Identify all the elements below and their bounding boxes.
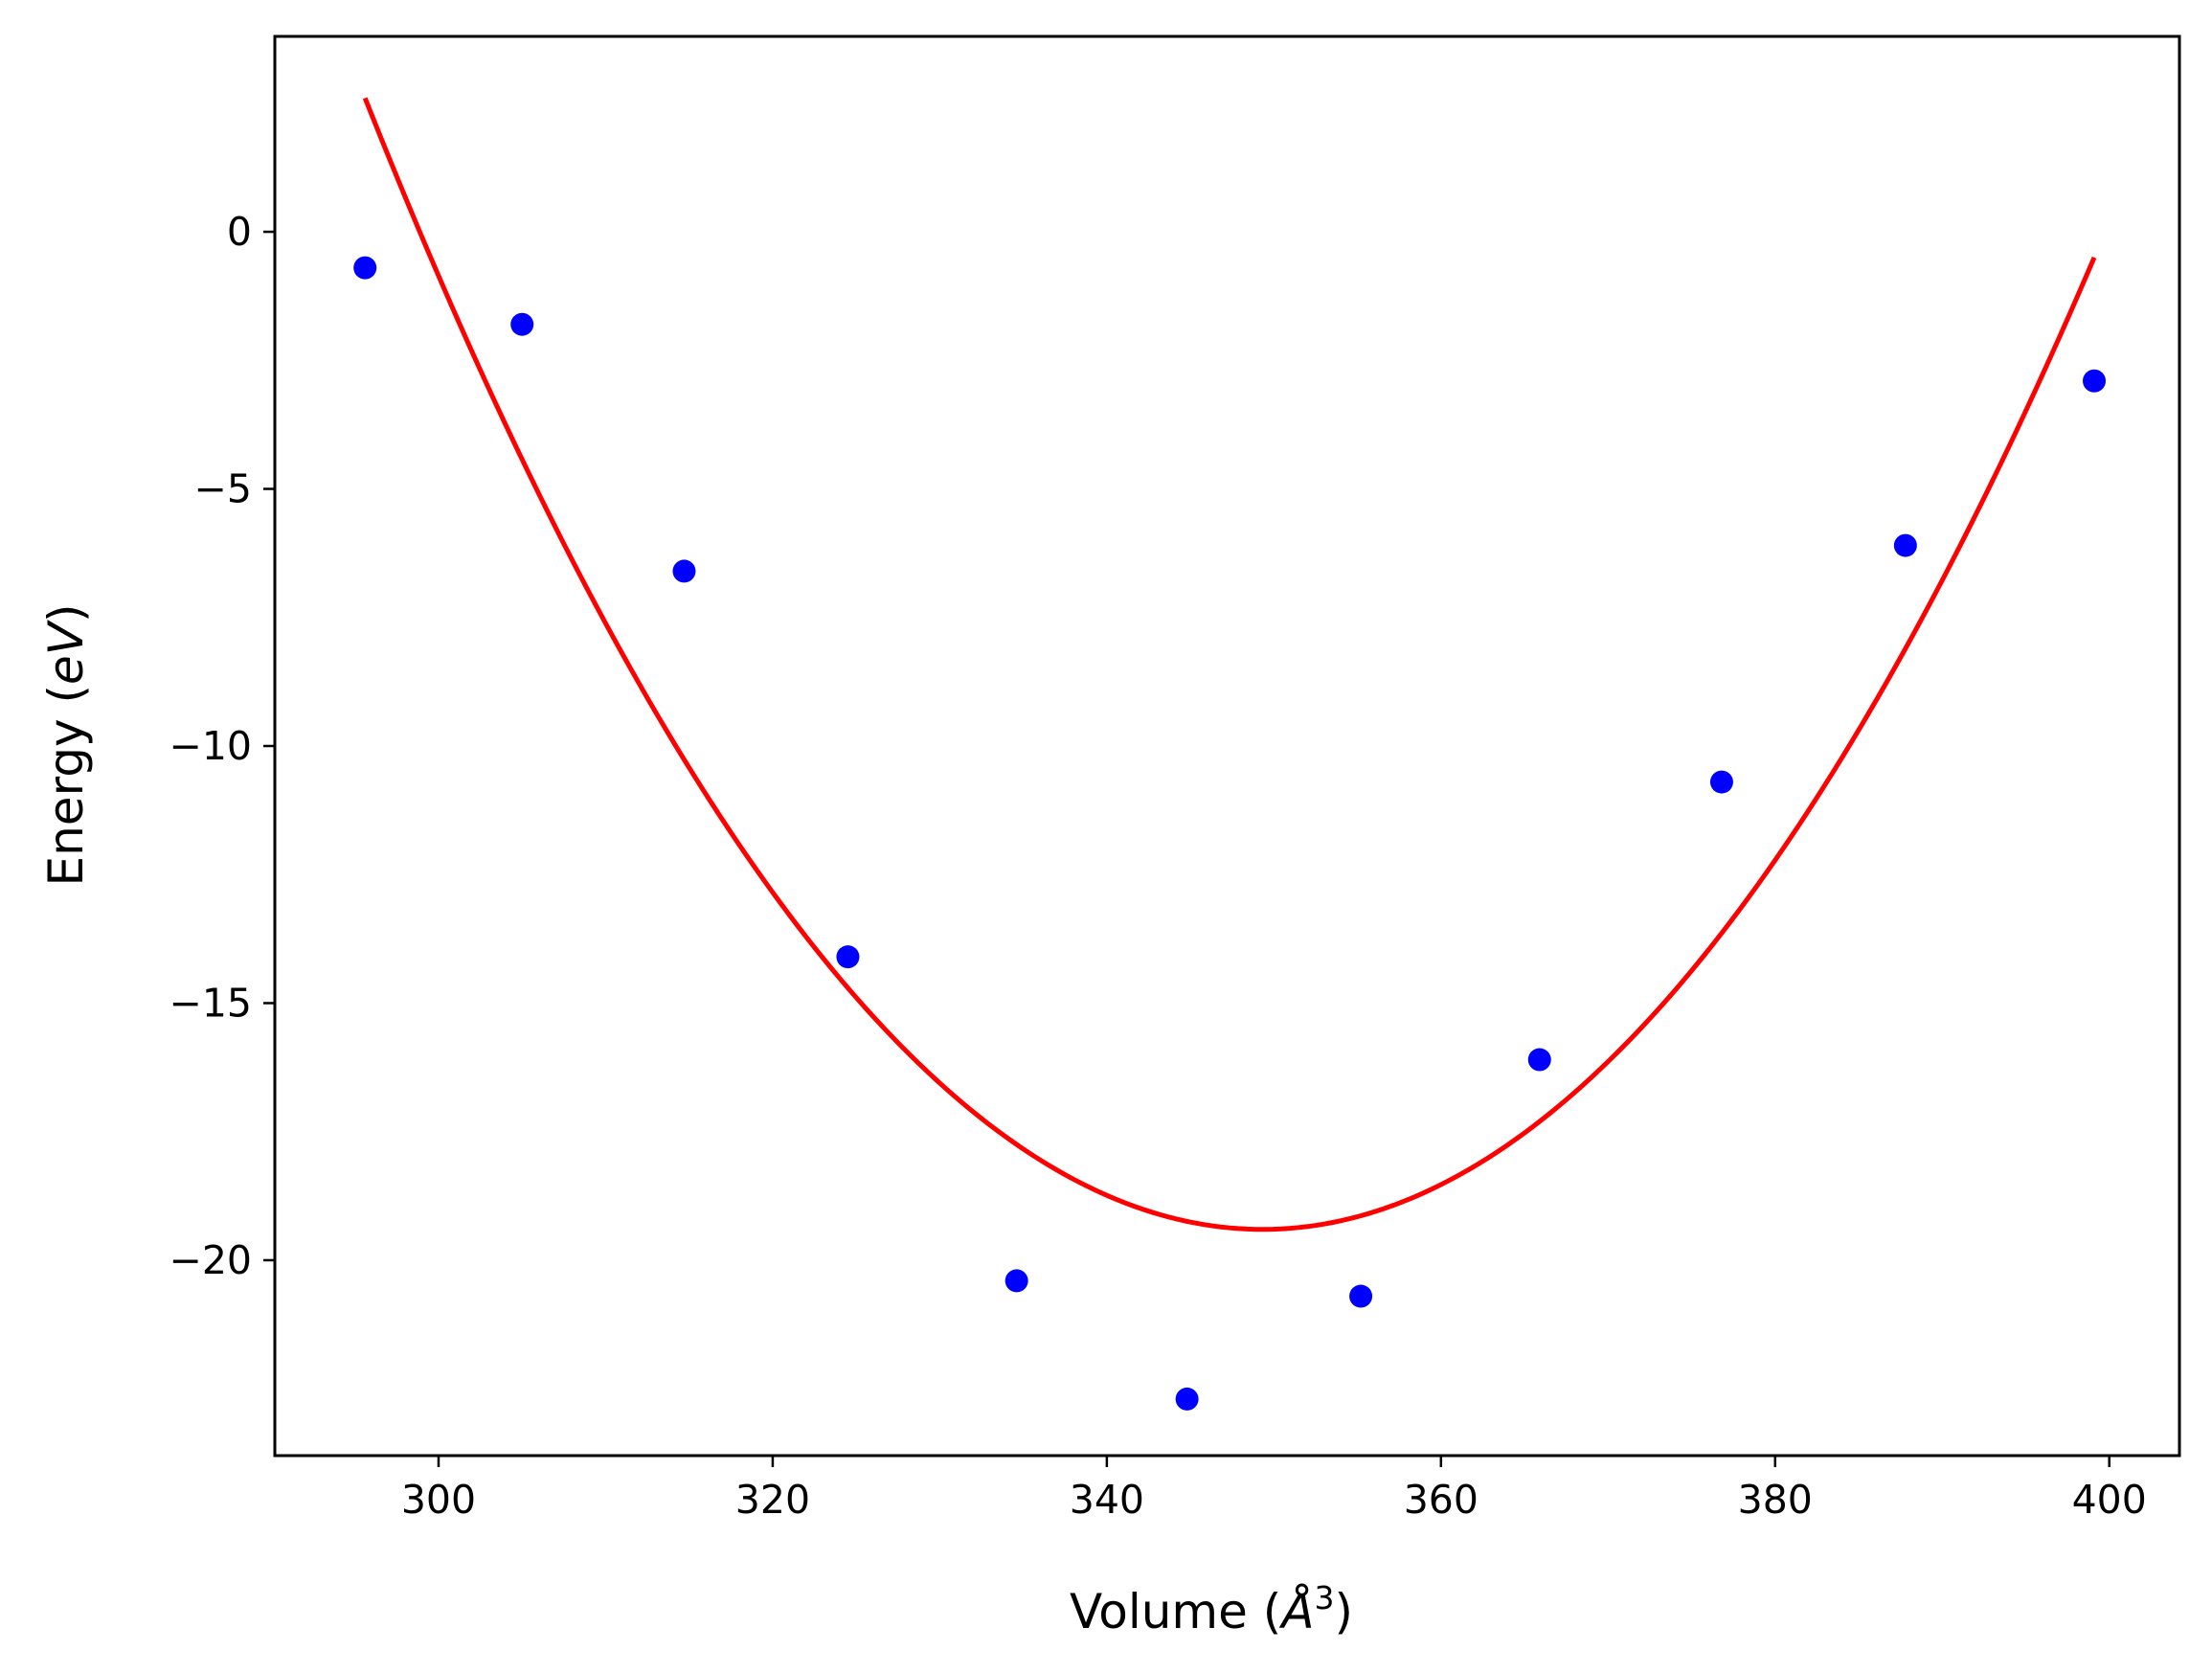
x-axis-label-symbol: Å bbox=[1278, 1584, 1314, 1639]
data-point bbox=[672, 559, 696, 583]
x-tick-label: 300 bbox=[401, 1477, 476, 1523]
data-point bbox=[353, 256, 377, 280]
x-tick-label: 320 bbox=[735, 1477, 810, 1523]
data-point bbox=[510, 312, 534, 336]
x-axis-label-suffix: ) bbox=[1335, 1584, 1354, 1639]
x-axis-ticks: 300 320 340 360 380 400 bbox=[401, 1456, 2147, 1523]
data-point bbox=[1349, 1284, 1373, 1308]
plot-area bbox=[353, 97, 2107, 1411]
y-tick-label: −5 bbox=[194, 466, 252, 512]
x-tick-label: 400 bbox=[2072, 1477, 2147, 1523]
x-axis-label-prefix: Volume ( bbox=[1070, 1584, 1281, 1639]
y-axis-label: Energy (eV) bbox=[38, 604, 94, 887]
y-tick-label: −20 bbox=[169, 1237, 252, 1283]
y-axis-label-suffix: ) bbox=[38, 604, 94, 623]
y-axis-label-symbol: eV bbox=[38, 619, 94, 685]
x-tick-label: 340 bbox=[1070, 1477, 1144, 1523]
y-tick-label: −15 bbox=[169, 980, 252, 1026]
data-point bbox=[1175, 1387, 1199, 1411]
y-axis-ticks: 0 −5 −10 −15 −20 bbox=[169, 209, 275, 1283]
axes-frame bbox=[273, 34, 2181, 1458]
y-tick-label: 0 bbox=[227, 209, 252, 255]
data-point bbox=[1709, 770, 1733, 794]
y-tick-label: −10 bbox=[169, 723, 252, 769]
data-point bbox=[1527, 1048, 1551, 1072]
y-axis-label-prefix: Energy ( bbox=[38, 685, 94, 886]
data-point bbox=[836, 945, 860, 969]
data-point bbox=[1893, 533, 1917, 557]
fit-curve-line bbox=[362, 97, 2097, 1232]
x-tick-label: 380 bbox=[1738, 1477, 1813, 1523]
x-axis-label: Volume (Å3) bbox=[1070, 1579, 1353, 1639]
data-point bbox=[1004, 1269, 1028, 1293]
data-point bbox=[2083, 369, 2107, 393]
x-tick-label: 360 bbox=[1404, 1477, 1478, 1523]
x-axis-label-exponent: 3 bbox=[1315, 1579, 1335, 1616]
